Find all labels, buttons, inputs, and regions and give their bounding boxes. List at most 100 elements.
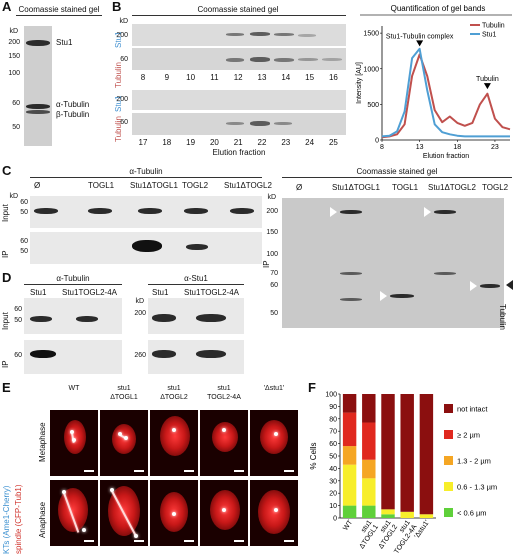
e-cell-image: [200, 410, 248, 476]
b-fraction-label: 24: [305, 138, 315, 147]
c-input-label: Input: [1, 204, 10, 222]
chart-annotation-arrow: [483, 83, 491, 90]
c-lane-label: Ø: [34, 181, 41, 190]
e-scale-bar: [84, 540, 94, 542]
e-column-label: stu1 ΔTOGL2: [160, 385, 188, 401]
c-lane-label: TOGL2: [182, 181, 209, 190]
b-fraction-label: 13: [257, 73, 267, 82]
b-fraction-label: 9: [164, 73, 170, 82]
b-tick: 200: [116, 32, 128, 39]
e-cell-image: [250, 410, 298, 476]
c-right-ip-label: IP: [262, 260, 271, 268]
e-scale-bar: [234, 540, 244, 542]
e-kinetochore-dot: [134, 534, 138, 538]
chart-legend-label: Stu1: [482, 32, 497, 39]
d-lane-stu1-r: Stu1: [152, 288, 169, 297]
chart-x-tick-label: 8: [380, 144, 384, 151]
e-scale-bar: [134, 470, 144, 472]
c-lane-label: TOGL1: [88, 181, 115, 190]
f-bar-segment: [342, 446, 357, 465]
f-legend-swatch: [444, 456, 453, 465]
gel-b-bot-stu1: [132, 90, 346, 110]
c-tick: 60: [20, 238, 28, 245]
f-bar-segment: [342, 412, 357, 447]
c-tick: 60: [20, 199, 28, 206]
d-ip-label: IP: [1, 360, 10, 368]
e-column-label: stu1 ΔTOGL1: [110, 385, 138, 401]
e-kinetochore-dot: [70, 430, 74, 434]
f-y-tick-label: 100: [325, 392, 337, 399]
e-kinetochore-dot: [82, 528, 86, 532]
gel-a-tubulin-band: [26, 104, 50, 109]
c-right-lane-label: Ø: [296, 183, 303, 192]
b-fraction-label: 8: [140, 73, 146, 82]
d-title-right: α-Stu1: [184, 274, 208, 283]
c-right-lane-label: Stu1ΔTOGL2: [428, 183, 476, 192]
f-bar-segment: [381, 394, 395, 510]
panel-label-f: F: [308, 380, 316, 395]
b-tick: 60: [120, 56, 128, 63]
e-scale-bar: [284, 540, 294, 542]
f-bar-segment: [362, 394, 376, 423]
gel-quantification-chart: Quantification of gel bands 0 500 1000 1500 8…: [356, 4, 512, 160]
chart-series-line-tubulin: [381, 53, 511, 139]
e-kinetochore-dot: [222, 508, 226, 512]
f-y-tick-label: 50: [329, 454, 337, 461]
b-fraction-label: 22: [257, 138, 267, 147]
chart-x-tick-label: 13: [416, 144, 424, 151]
b-fraction-label: 14: [281, 73, 291, 82]
e-scale-bar: [234, 470, 244, 472]
e-cell-image: [150, 480, 198, 546]
e-kinetochore-dot: [110, 488, 114, 492]
a-tick-150: 150: [8, 53, 20, 60]
chart-y-tick-label: 500: [367, 102, 379, 109]
f-legend-swatch: [444, 482, 453, 491]
gel-a: [24, 26, 52, 146]
e-cell-image: [200, 480, 248, 546]
e-spindle-label: spindle: [14, 528, 23, 554]
e-row-metaphase: Metaphase: [38, 422, 47, 462]
e-cell-body: [64, 420, 86, 454]
c-rtick: 100: [266, 251, 278, 258]
c-right-lane-label: Stu1ΔTOGL1: [332, 183, 380, 192]
f-bar-segment: [400, 394, 414, 512]
b-fraction-label: 15: [305, 73, 315, 82]
e-cell-image: [100, 410, 148, 476]
panel-a-title: Coomassie stained gel: [18, 5, 100, 14]
e-kinetochore-dot: [72, 438, 76, 442]
b-fraction-label: 11: [210, 73, 219, 82]
e-kts-label: KTs: [2, 540, 11, 554]
c-right-lane-label: TOGL1: [392, 183, 419, 192]
e-kinetochore-dot: [172, 512, 176, 516]
panel-label-b: B: [112, 0, 122, 14]
panel-label-c: C: [2, 163, 12, 178]
c-title-left: α-Tubulin: [129, 167, 163, 176]
f-y-tick-label: 80: [329, 416, 337, 423]
f-bar-segment: [362, 422, 376, 460]
f-y-tick-label: 40: [329, 466, 337, 473]
panel-label-a: A: [2, 0, 12, 14]
e-kinetochore-dot: [62, 490, 66, 494]
b-fraction-label: 20: [209, 138, 219, 147]
f-bar-segment: [342, 394, 357, 413]
c-rtick: 50: [270, 310, 278, 317]
chart-x-label: Elution fraction: [423, 153, 469, 160]
b-fraction-label: 12: [233, 73, 243, 82]
e-scale-bar: [184, 540, 194, 542]
c-rtick: 150: [266, 229, 278, 236]
d-lane-togl2: Stu1TOGL2-4A: [62, 288, 117, 297]
a-tick-200: 200: [8, 39, 20, 46]
f-legend-label: < 0.6 µm: [457, 509, 487, 518]
e-cell-body: [160, 416, 190, 456]
e-kinetochore-dot: [124, 436, 128, 440]
chart-y-label: Intensity [AU]: [356, 62, 363, 104]
chart-legend-label: Tubulin: [482, 23, 505, 30]
f-y-tick-label: 20: [329, 491, 337, 498]
a-tick-100: 100: [8, 70, 20, 77]
e-kinetochore-dot: [274, 508, 278, 512]
chart-y-tick-label: 1000: [363, 66, 379, 73]
kd-label: kD: [119, 18, 128, 25]
b-xlabel: Elution fraction: [212, 148, 266, 157]
c-lane-label: Stu1ΔTOGL1: [130, 181, 178, 190]
b-tick: 200: [116, 96, 128, 103]
